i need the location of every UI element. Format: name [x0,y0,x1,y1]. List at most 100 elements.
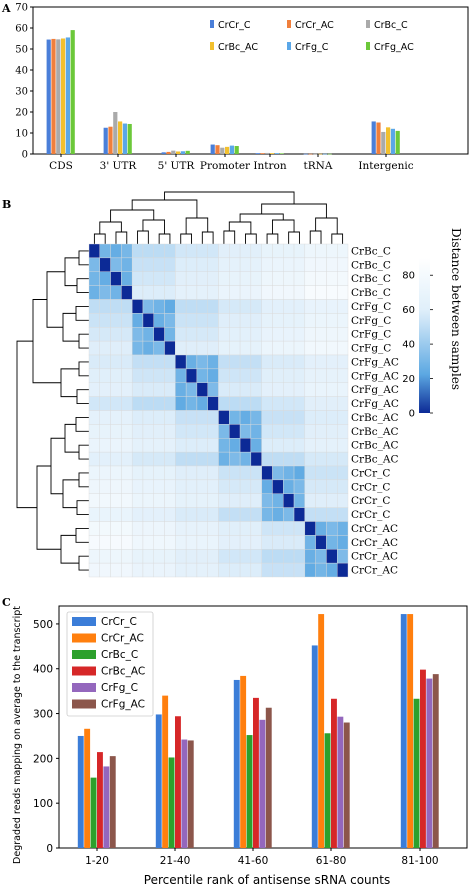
heatmap-cell [239,562,252,578]
colorbar-tick-label: 0 [409,409,415,420]
heatmap-cell [99,438,111,453]
heatmap-cell [326,535,338,550]
heatmap-cell [272,465,284,481]
panel-c-legend-swatch-crfg-ac [72,699,96,709]
heatmap-cell [99,257,111,272]
heatmap-cell [283,562,295,578]
heatmap-cell [293,368,306,383]
heatmap-cell [175,271,187,286]
heatmap-cell [196,562,208,578]
heatmap-cell [272,451,284,467]
heatmap-cell [229,368,241,383]
dendrogram-branch [164,191,295,204]
heatmap-cell [99,424,111,439]
heatmap-cell [337,354,349,370]
heatmap-cell [110,562,122,578]
heatmap-cell [315,493,327,508]
heatmap-cell [110,243,122,259]
heatmap-cell [175,313,187,328]
heatmap-cell [185,285,198,300]
heatmap-cell [153,410,165,425]
heatmap-cell [218,340,230,356]
panel-c-y-axis-title: Degraded reads mapping on average to the… [12,606,23,864]
heatmap-cell [272,257,284,272]
heatmap-cell [153,493,165,508]
heatmap-cell [196,257,208,272]
heatmap-cell [196,535,208,550]
heatmap-cell [326,313,338,328]
heatmap-cell [121,382,133,397]
heatmap-cell [261,271,273,286]
heatmap-cell [175,382,187,397]
heatmap-cell [196,396,208,411]
heatmap-cell [185,465,198,481]
heatmap-cell [121,424,133,439]
heatmap-cell [326,507,338,522]
heatmap-cell [218,313,230,328]
heatmap-cell [239,424,252,439]
heatmap-cell [229,521,241,536]
colorbar-gradient [419,258,430,413]
heatmap-cell [326,354,338,370]
heatmap-row-label: CrFg_C [351,301,391,313]
heatmap-cell [142,451,154,467]
heatmap-cell [185,507,198,522]
heatmap-row-label: CrCr_AC [351,523,398,535]
heatmap-cell [315,410,327,425]
heatmap-cell [88,521,100,536]
heatmap-cell [337,521,349,536]
heatmap-cell [131,410,144,425]
heatmap-cell [337,451,349,467]
panel-a-bar-crcr-ac-intron [260,153,265,154]
heatmap-cell [121,313,133,328]
heatmap-cell [153,368,165,383]
heatmap-cell [293,382,306,397]
colorbar-tick-label: 60 [402,305,415,316]
heatmap-cell [239,465,252,481]
heatmap-cell [229,424,241,439]
heatmap-cell [142,493,154,508]
heatmap-cell [142,354,154,370]
heatmap-cell [304,313,316,328]
heatmap-cell [142,285,154,300]
heatmap-cell [131,479,144,494]
heatmap-cell [250,257,262,272]
heatmap-cell [326,368,338,383]
heatmap-cell [293,562,306,578]
heatmap-cell [207,465,219,481]
heatmap-cell [207,243,219,259]
heatmap-cell [283,507,295,522]
dendrogram-branch [331,233,344,244]
heatmap-cell [239,271,252,286]
heatmap-cell [99,354,111,370]
panel-a-legend-label-crcr-ac: CrCr_AC [295,20,334,31]
heatmap-cell [337,396,349,411]
heatmap-cell [218,396,230,411]
heatmap-cell [164,438,176,453]
panel-c-bar-crcr-c-1-20 [77,735,84,848]
heatmap-cell [239,410,252,425]
heatmap-cell [196,271,208,286]
heatmap-cell [110,451,122,467]
panel-c-bar-crbc-c-1-20 [90,777,97,848]
panel-a-bar-crfg-ac-cds [70,30,75,155]
dendrogram-branch [36,465,61,550]
heatmap-cell [110,257,122,272]
panel-c-y-tick-label: 500 [33,619,53,631]
dendrogram-branch [78,250,89,266]
heatmap-cell [88,535,100,550]
heatmap-cell [261,549,273,564]
heatmap-cell [207,382,219,397]
heatmap-cell [250,354,262,370]
panel-a-bar-crfg-ac-3-utr [127,123,132,154]
heatmap-cell [218,521,230,536]
heatmap-cell [99,313,111,328]
panel-c-y-tick-label: 300 [33,709,53,721]
panel-c-legend-label-crfg-c: CrFg_C [101,682,138,694]
heatmap-cell [283,424,295,439]
panel-c-legend-label-crbc-c: CrBc_C [101,649,138,661]
heatmap-cell [261,396,273,411]
heatmap-cell [250,438,262,453]
dendrogram-branch [78,444,89,460]
heatmap-cell [164,368,176,383]
